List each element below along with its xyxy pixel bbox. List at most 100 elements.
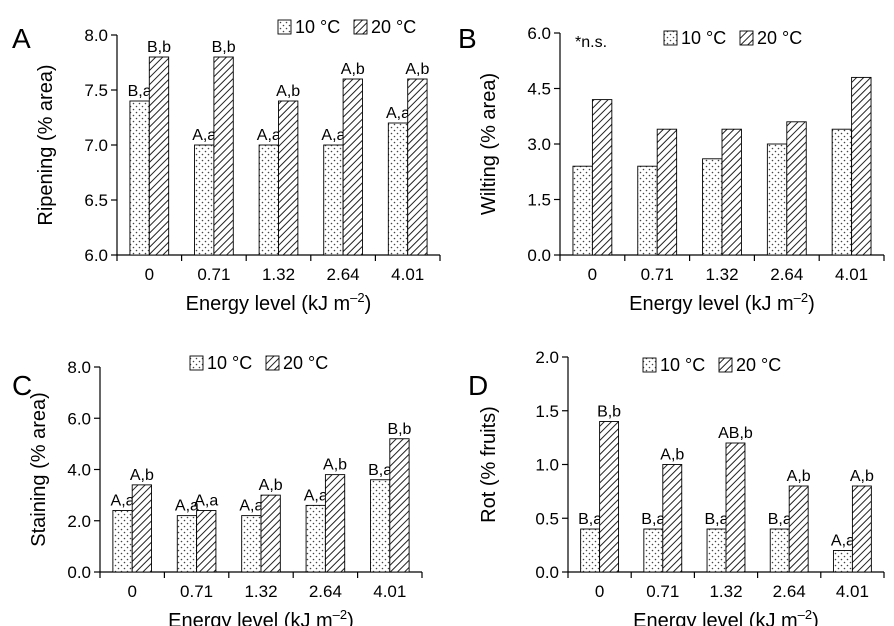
x-tick-label: 2.64 [309, 582, 342, 601]
y-axis-label: Rot (% fruits) [478, 406, 500, 523]
bar-10c [580, 528, 601, 573]
bar-20c [721, 128, 742, 256]
legend-swatch [189, 355, 204, 371]
y-tick-label: 0.0 [67, 563, 91, 582]
bar-10c [769, 528, 790, 573]
x-tick-label: 0.71 [197, 265, 230, 284]
bar-10c [305, 504, 326, 573]
data-label: A,a [192, 127, 216, 144]
data-label: A,a [194, 493, 218, 510]
legend-swatch [663, 30, 678, 46]
x-tick-label: 4.01 [373, 582, 406, 601]
bar-20c [662, 464, 683, 573]
y-tick-label: 2.0 [67, 512, 91, 531]
data-label: A,a [257, 127, 281, 144]
legend-swatch [353, 19, 368, 35]
x-tick-label: 4.01 [836, 582, 869, 601]
legend-swatch [277, 19, 292, 35]
bar-20c [851, 485, 872, 573]
y-tick-label: 8.0 [67, 358, 91, 377]
legend-label: 10 °C [681, 28, 726, 48]
bar-20c [786, 121, 807, 256]
legend: 10 °C 20 °C [277, 17, 416, 37]
panel-a: A 6.0 6.5 7.0 7.5 8.0 B,a B,b 0 A,a B,b 0.71 A,a A,b 1… [12, 17, 441, 315]
y-tick-label: 0.0 [535, 563, 559, 582]
y-tick-label: 6.0 [527, 24, 551, 43]
x-tick-label: 0.71 [646, 582, 679, 601]
bar-20c [148, 56, 170, 256]
data-label: A,b [259, 477, 283, 494]
bar-20c [407, 78, 428, 256]
data-label: A,b [787, 468, 811, 485]
y-tick-label: 1.5 [535, 402, 559, 421]
panel-letter: D [468, 370, 488, 401]
panel-d: D 0.0 0.5 1.0 1.5 2.0 B,a B,b 0 B,a A,b 0.71 B,a AB,b… [468, 348, 885, 626]
bar-20c [851, 76, 872, 256]
bar-10c [112, 510, 133, 573]
bar-20c [278, 100, 299, 256]
data-label: A,a [239, 498, 263, 515]
bar-10c [258, 144, 279, 256]
bar-20c [599, 421, 620, 573]
bar-20c [656, 128, 678, 256]
legend-swatch [265, 355, 280, 371]
data-label: A,b [276, 83, 300, 100]
data-label: A,a [304, 487, 328, 504]
y-tick-label: 1.0 [535, 456, 559, 475]
bar-10c [637, 165, 658, 256]
y-tick-label: 6.0 [67, 409, 91, 428]
bar-20c [389, 438, 410, 573]
data-label: A,a [386, 105, 410, 122]
bar-20c [788, 485, 809, 573]
bar-10c [387, 122, 409, 256]
x-tick-label: 1.32 [709, 582, 742, 601]
x-axis-label: Energy level (kJ m–2) [633, 607, 819, 626]
y-axis-label: Staining (% area) [28, 392, 50, 547]
y-tick-label: 6.0 [84, 246, 108, 265]
bar-10c [706, 528, 727, 573]
x-tick-label: 0.71 [641, 265, 674, 284]
x-tick-label: 2.64 [770, 265, 803, 284]
panel-letter: C [12, 370, 32, 401]
y-tick-label: 4.5 [527, 80, 551, 99]
bar-20c [213, 56, 234, 256]
bar-10c [766, 143, 788, 256]
data-label: A,b [660, 447, 684, 464]
data-label: A,a [175, 498, 199, 515]
y-tick-label: 7.5 [84, 81, 108, 100]
x-tick-label: 0.71 [180, 582, 213, 601]
bar-10c [831, 128, 853, 256]
data-label: A,a [111, 493, 135, 510]
data-label: B,a [368, 462, 392, 479]
bar-20c [725, 442, 746, 573]
data-label: B,a [768, 511, 792, 528]
panel-letter: A [12, 23, 31, 54]
legend-swatch [718, 357, 733, 373]
x-tick-label: 0 [127, 582, 136, 601]
legend: 10 °C 20 °C [189, 353, 328, 373]
x-tick-label: 0 [588, 265, 597, 284]
bar-10c [832, 550, 853, 573]
legend-label: 20 °C [757, 28, 802, 48]
x-tick-label: 2.64 [773, 582, 806, 601]
legend-swatch [642, 357, 657, 373]
data-label: A,a [831, 533, 855, 550]
bar-10c [643, 528, 664, 573]
legend: 10 °C 20 °C [663, 28, 802, 48]
data-label: B,b [597, 404, 621, 421]
legend-label: 20 °C [371, 17, 416, 37]
x-tick-label: 1.32 [262, 265, 295, 284]
x-axis-label: Energy level (kJ m–2) [186, 290, 372, 315]
x-tick-label: 0 [595, 582, 604, 601]
data-label: B,b [212, 39, 236, 56]
bar-20c [131, 484, 152, 573]
y-tick-label: 0.5 [535, 509, 559, 528]
y-tick-label: 7.0 [84, 136, 108, 155]
y-tick-label: 6.5 [84, 191, 108, 210]
x-tick-label: 4.01 [391, 265, 424, 284]
data-label: A,b [130, 467, 154, 484]
y-tick-label: 3.0 [527, 135, 551, 154]
data-label: B,a [578, 511, 602, 528]
y-tick-label: 0.0 [527, 246, 551, 265]
